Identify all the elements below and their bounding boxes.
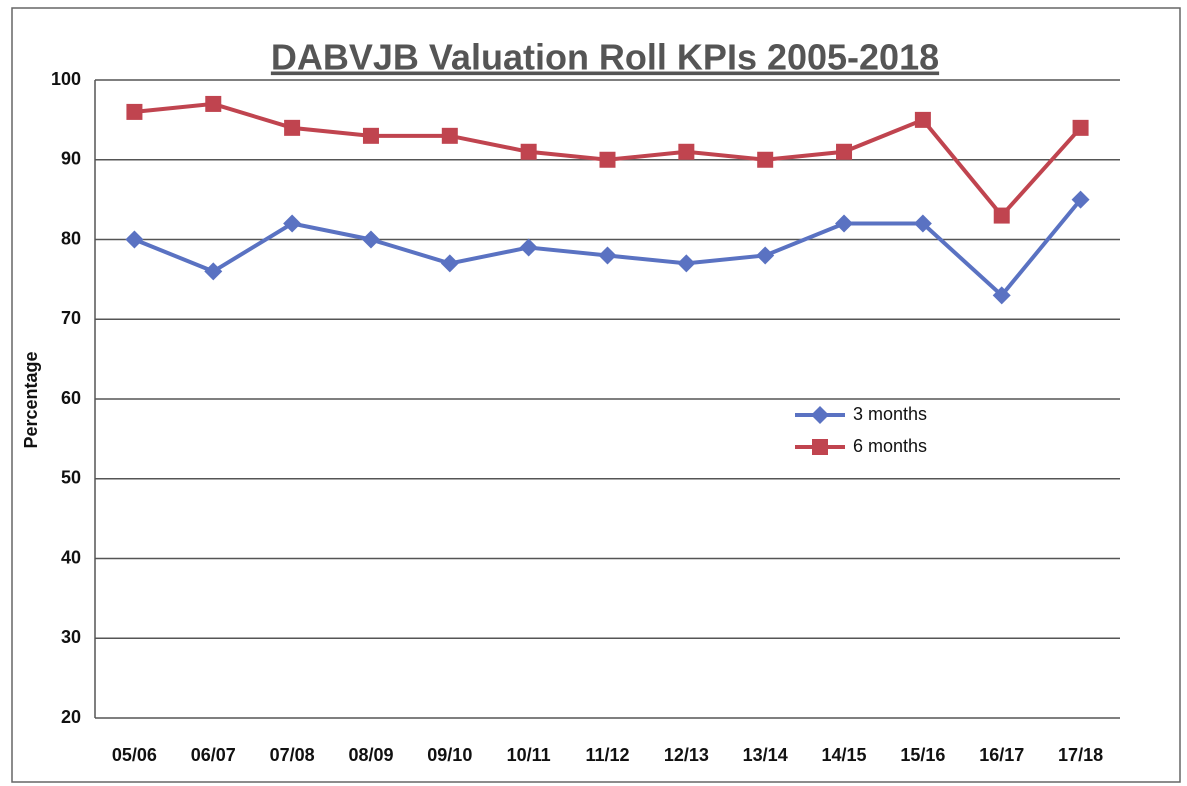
x-tick-label: 06/07 [191, 745, 236, 765]
data-point [757, 151, 774, 168]
data-point [440, 254, 459, 273]
chart-title: DABVJB Valuation Roll KPIs 2005-2018 [271, 37, 939, 78]
y-tick-label: 100 [51, 69, 81, 89]
data-point [1072, 119, 1089, 136]
data-point [914, 111, 931, 128]
x-tick-label: 07/08 [270, 745, 315, 765]
x-tick-label: 14/15 [822, 745, 867, 765]
data-point [756, 246, 775, 265]
y-axis-label: Percentage [21, 351, 41, 448]
data-point [126, 103, 143, 120]
legend-marker [811, 406, 829, 424]
y-tick-label: 30 [61, 627, 81, 647]
data-point [836, 143, 853, 160]
x-tick-label: 12/13 [664, 745, 709, 765]
data-point [992, 286, 1011, 305]
frame [11, 7, 1181, 783]
data-point [1071, 190, 1090, 209]
legend-label: 3 months [853, 404, 927, 424]
x-tick-label: 09/10 [427, 745, 472, 765]
legend-marker [812, 439, 828, 455]
x-tick-label: 11/12 [585, 745, 629, 765]
data-point [441, 127, 458, 144]
data-point [598, 246, 617, 265]
data-point [362, 127, 379, 144]
data-point [835, 214, 854, 233]
data-point [205, 95, 222, 112]
x-tick-label: 16/17 [979, 745, 1024, 765]
y-tick-label: 20 [61, 707, 81, 727]
x-tick-label: 17/18 [1058, 745, 1103, 765]
data-point [677, 254, 696, 273]
data-point [284, 119, 301, 136]
data-point [204, 262, 223, 281]
y-tick-label: 50 [61, 468, 81, 488]
data-point [520, 143, 537, 160]
data-point [361, 230, 380, 249]
data-point [913, 214, 932, 233]
data-point [678, 143, 695, 160]
x-tick-label: 15/16 [900, 745, 945, 765]
data-point [125, 230, 144, 249]
y-tick-label: 60 [61, 388, 81, 408]
data-point [519, 238, 538, 257]
y-tick-label: 80 [61, 228, 81, 248]
y-tick-label: 90 [61, 149, 81, 169]
data-point [993, 207, 1010, 224]
x-tick-label: 13/14 [743, 745, 788, 765]
data-point [283, 214, 302, 233]
x-tick-label: 10/11 [507, 745, 551, 765]
y-tick-label: 70 [61, 308, 81, 328]
legend-label: 6 months [853, 436, 927, 456]
data-point [599, 151, 616, 168]
x-tick-label: 05/06 [112, 745, 157, 765]
y-tick-label: 40 [61, 547, 81, 567]
x-tick-label: 08/09 [348, 745, 393, 765]
